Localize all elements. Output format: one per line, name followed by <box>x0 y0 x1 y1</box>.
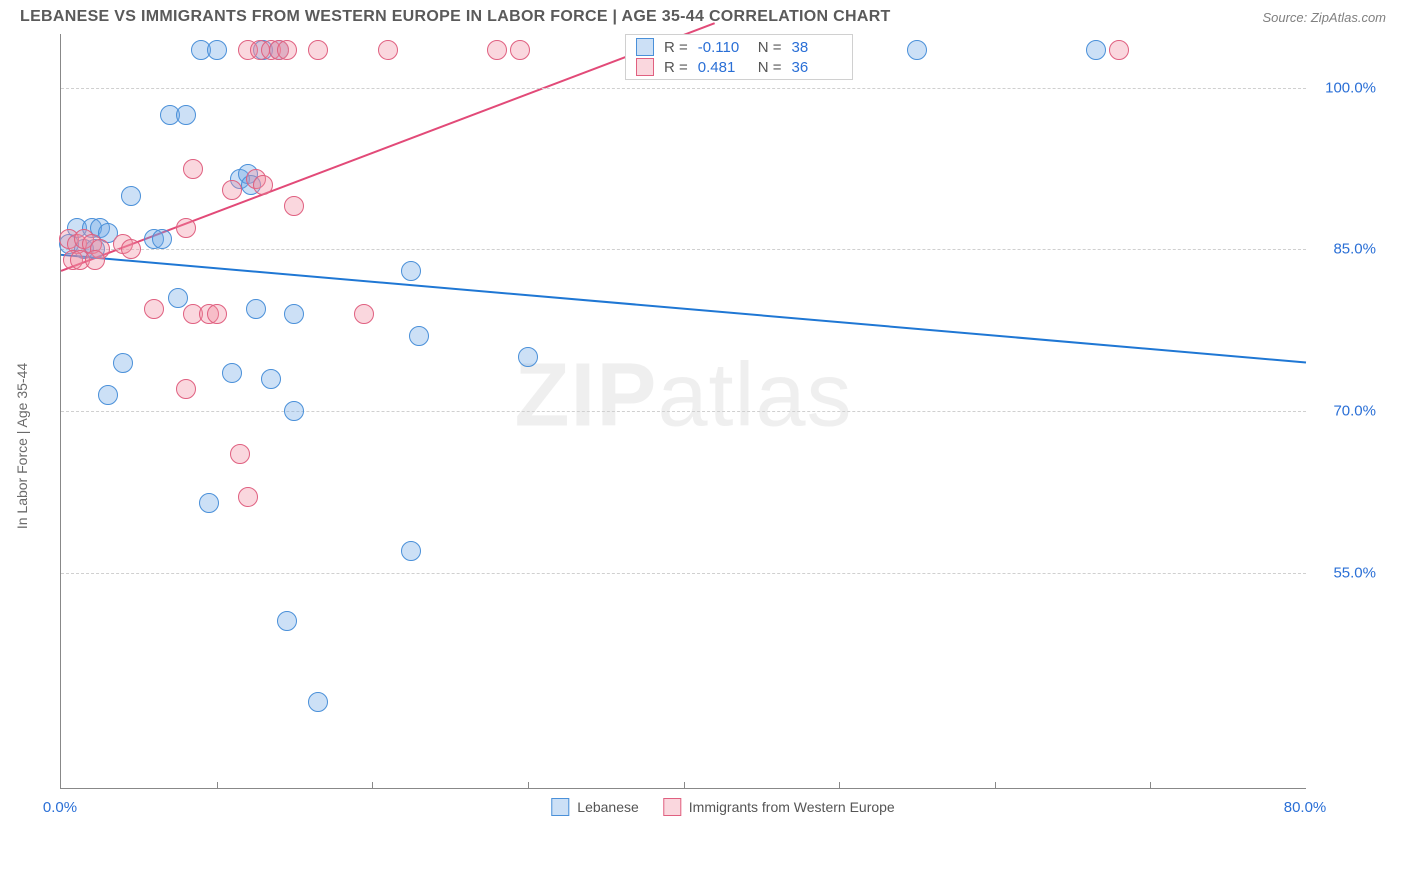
scatter-point <box>222 363 242 383</box>
scatter-point <box>207 304 227 324</box>
plot-area: ZIPatlas R = -0.110N = 38R = 0.481N = 36 <box>60 34 1306 789</box>
xtick-minor <box>217 782 218 788</box>
scatter-point <box>277 40 297 60</box>
xtick-minor <box>839 782 840 788</box>
legend-swatch <box>551 798 569 816</box>
y-axis-label: In Labor Force | Age 35-44 <box>14 363 30 529</box>
xtick-minor <box>1150 782 1151 788</box>
stat-n-value: 36 <box>792 59 842 76</box>
scatter-point <box>907 40 927 60</box>
scatter-point <box>207 40 227 60</box>
scatter-point <box>176 105 196 125</box>
scatter-point <box>121 186 141 206</box>
stat-n-value: 38 <box>792 39 842 56</box>
legend: Lebanese Immigrants from Western Europe <box>551 798 894 816</box>
stats-row: R = -0.110 N = 38 <box>626 37 852 57</box>
scatter-point <box>199 493 219 513</box>
xtick-minor <box>528 782 529 788</box>
gridline-h <box>61 249 1306 250</box>
scatter-point <box>284 196 304 216</box>
stats-row: R = 0.481 N = 36 <box>626 57 852 77</box>
scatter-point <box>113 353 133 373</box>
scatter-point <box>176 218 196 238</box>
scatter-point <box>487 40 507 60</box>
legend-item: Lebanese <box>551 798 639 816</box>
xtick-minor <box>684 782 685 788</box>
scatter-point <box>230 444 250 464</box>
stat-r-value: -0.110 <box>698 39 748 56</box>
scatter-point <box>253 175 273 195</box>
stat-n-label: N = <box>758 39 782 56</box>
gridline-h <box>61 573 1306 574</box>
legend-label: Lebanese <box>577 799 639 815</box>
xtick-minor <box>372 782 373 788</box>
scatter-point <box>409 326 429 346</box>
series-swatch <box>636 38 654 56</box>
scatter-point <box>176 379 196 399</box>
scatter-point <box>168 288 188 308</box>
scatter-point <box>284 401 304 421</box>
legend-item: Immigrants from Western Europe <box>663 798 895 816</box>
xtick-label: 0.0% <box>43 799 77 816</box>
scatter-point <box>222 180 242 200</box>
stat-r-label: R = <box>664 39 688 56</box>
scatter-point <box>308 692 328 712</box>
scatter-point <box>98 385 118 405</box>
scatter-point <box>284 304 304 324</box>
legend-label: Immigrants from Western Europe <box>689 799 895 815</box>
chart-header: LEBANESE VS IMMIGRANTS FROM WESTERN EURO… <box>0 0 1406 30</box>
scatter-point <box>354 304 374 324</box>
ytick-label: 70.0% <box>1333 403 1376 420</box>
chart-source: Source: ZipAtlas.com <box>1262 10 1386 25</box>
chart-title: LEBANESE VS IMMIGRANTS FROM WESTERN EURO… <box>20 8 891 26</box>
scatter-point <box>518 347 538 367</box>
legend-swatch <box>663 798 681 816</box>
scatter-point <box>510 40 530 60</box>
scatter-point <box>401 261 421 281</box>
scatter-point <box>246 299 266 319</box>
stat-r-label: R = <box>664 59 688 76</box>
ytick-label: 85.0% <box>1333 241 1376 258</box>
scatter-point <box>401 541 421 561</box>
gridline-h <box>61 411 1306 412</box>
stat-r-value: 0.481 <box>698 59 748 76</box>
scatter-point <box>238 487 258 507</box>
xtick-minor <box>995 782 996 788</box>
scatter-point <box>144 299 164 319</box>
scatter-point <box>1109 40 1129 60</box>
scatter-point <box>277 611 297 631</box>
scatter-point <box>308 40 328 60</box>
scatter-point <box>183 159 203 179</box>
scatter-point <box>261 369 281 389</box>
xtick-label: 80.0% <box>1284 799 1327 816</box>
scatter-point <box>378 40 398 60</box>
ytick-label: 100.0% <box>1325 79 1376 96</box>
scatter-point <box>85 250 105 270</box>
scatter-point <box>1086 40 1106 60</box>
scatter-point <box>152 229 172 249</box>
gridline-h <box>61 88 1306 89</box>
chart-container: ZIPatlas R = -0.110N = 38R = 0.481N = 36… <box>60 34 1386 844</box>
series-swatch <box>636 58 654 76</box>
stat-n-label: N = <box>758 59 782 76</box>
correlation-stats-box: R = -0.110 N = 38 R = 0.481 N = 36 <box>625 34 853 80</box>
scatter-point <box>121 239 141 259</box>
ytick-label: 55.0% <box>1333 564 1376 581</box>
